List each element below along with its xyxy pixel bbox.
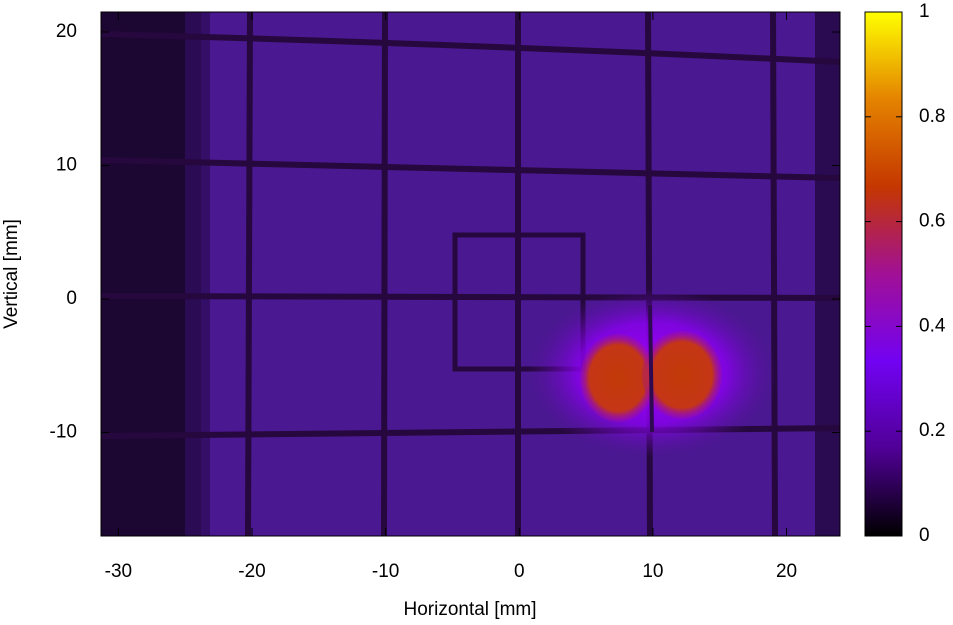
plot-frame <box>100 11 841 537</box>
colorbar-tick-label: 1 <box>919 1 930 22</box>
y-tick-label: -10 <box>50 422 77 443</box>
x-tick-label: 20 <box>776 561 797 582</box>
colorbar-tick-label: 0 <box>919 525 930 546</box>
colorbar-tick-label: 0.2 <box>919 420 945 441</box>
heatmap-image <box>101 12 840 536</box>
x-tick-label: -10 <box>372 561 399 582</box>
colorbar <box>864 11 903 537</box>
x-axis-label: Horizontal [mm] <box>403 599 536 620</box>
x-tick-label: -30 <box>105 561 132 582</box>
x-tick-label: 0 <box>514 561 525 582</box>
colorbar-tick-label: 0.4 <box>919 315 946 336</box>
y-tick-label: 10 <box>56 155 77 176</box>
y-tick-label: 20 <box>56 21 77 42</box>
colorbar-tick-label: 0.6 <box>919 211 945 232</box>
y-tick-label: 0 <box>66 288 77 309</box>
colorbar-tick-label: 0.8 <box>919 106 945 127</box>
x-tick-label: 10 <box>642 561 663 582</box>
x-tick-label: -20 <box>238 561 265 582</box>
y-axis-label: Vertical [mm] <box>1 219 22 329</box>
